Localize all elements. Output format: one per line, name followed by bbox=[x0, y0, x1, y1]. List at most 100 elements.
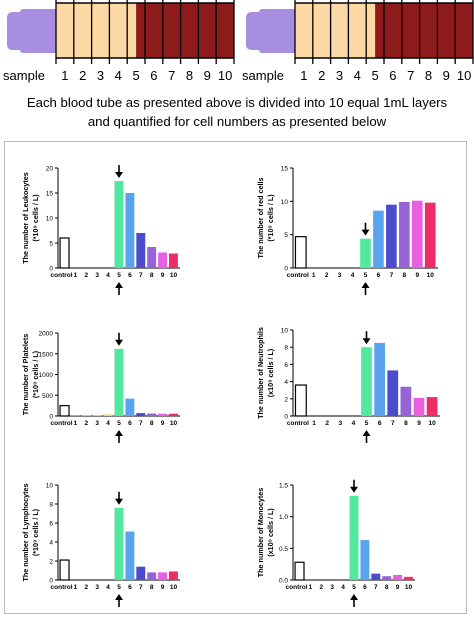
y-tick-label: 8 bbox=[284, 345, 288, 352]
y-tick-label: 4 bbox=[284, 379, 288, 386]
x-tick-label: 4 bbox=[352, 420, 356, 427]
bar-9 bbox=[158, 572, 168, 580]
y-tick-label: 2 bbox=[49, 559, 53, 566]
x-tick-label: 3 bbox=[95, 420, 99, 427]
tube-layer-label: 1 bbox=[61, 68, 68, 83]
bar-7 bbox=[386, 204, 397, 268]
y-axis-title-line: (*10⁹ cells / L) bbox=[266, 194, 275, 242]
tube-layer-label: 7 bbox=[168, 68, 175, 83]
chart-6: 0.0 0.5 1.0 1.5 control 1 2 3 4 5 6 7 8 9 10 The number… bbox=[256, 479, 415, 607]
y-tick-label: 0 bbox=[284, 414, 288, 421]
x-tick-label: 1 bbox=[74, 584, 78, 591]
y-tick-label: 15 bbox=[46, 191, 54, 198]
tube-layer-label: 3 bbox=[97, 68, 104, 83]
bar-6 bbox=[373, 210, 384, 268]
tube-sample-label: sample bbox=[242, 68, 284, 83]
caption-line-1: Each blood tube as presented above is di… bbox=[26, 95, 448, 110]
bar-5 bbox=[361, 347, 372, 416]
y-tick-label: 15 bbox=[281, 166, 289, 173]
bar-6 bbox=[125, 193, 135, 268]
bar-5 bbox=[114, 181, 124, 268]
x-tick-label: 8 bbox=[404, 420, 408, 427]
bar-3 bbox=[92, 414, 102, 416]
x-tick-label: 5 bbox=[352, 584, 356, 591]
y-axis-title-line: The number of Lymphocytes bbox=[21, 484, 30, 582]
bar-5 bbox=[349, 495, 359, 580]
y-tick-label: 0.0 bbox=[279, 578, 288, 585]
x-tick-label: 2 bbox=[85, 272, 89, 279]
x-tick-label: 6 bbox=[128, 584, 132, 591]
tube-layer-label: 9 bbox=[443, 68, 450, 83]
arrow-up-icon bbox=[115, 282, 123, 288]
y-tick-label: 5 bbox=[49, 241, 53, 248]
x-tick-label: 5 bbox=[365, 420, 369, 427]
y-tick-label: 500 bbox=[42, 393, 53, 400]
y-tick-label: 1.0 bbox=[279, 514, 288, 521]
tube-layer-label: 1 bbox=[300, 68, 307, 83]
arrow-up-icon bbox=[361, 282, 370, 288]
x-tick-label: 7 bbox=[390, 272, 394, 279]
bar-7 bbox=[136, 566, 146, 580]
x-tick-label: 5 bbox=[117, 272, 121, 279]
tube-layer-label: 6 bbox=[150, 68, 157, 83]
y-tick-label: 5 bbox=[284, 232, 288, 239]
y-axis-title: The number of Leukocytes(*10⁹ cells / L) bbox=[21, 172, 40, 263]
x-tick-label: 5 bbox=[117, 420, 121, 427]
chart-4: 0 2 4 6 8 10 control 1 2 3 4 5 6 7 8 9 10 The number of N… bbox=[256, 327, 440, 443]
figure-caption: Each blood tube as presented above is di… bbox=[0, 93, 474, 131]
x-tick-label: control bbox=[287, 420, 309, 427]
bar-9 bbox=[158, 413, 168, 416]
bar-10 bbox=[403, 576, 413, 580]
bar-7 bbox=[371, 573, 381, 580]
bar-1 bbox=[70, 415, 80, 416]
blood-tube-2: sample 1 2 3 4 5 6 7 8 9 10 bbox=[242, 0, 474, 83]
arrow-down-icon bbox=[115, 339, 123, 346]
y-tick-label: 6 bbox=[284, 362, 288, 369]
y-tick-label: 6 bbox=[49, 521, 53, 528]
bar-10 bbox=[168, 253, 178, 268]
tube-layer-label: 8 bbox=[186, 68, 193, 83]
bar-control bbox=[294, 561, 305, 581]
bar-control bbox=[294, 384, 307, 417]
tube-layer-label: 3 bbox=[336, 68, 343, 83]
bar-control bbox=[59, 405, 70, 417]
x-tick-label: 9 bbox=[417, 420, 421, 427]
bar-6 bbox=[125, 531, 135, 580]
bar-8 bbox=[147, 413, 157, 416]
tube-cap-neck bbox=[7, 20, 19, 42]
blood-tube-1: sample 1 2 3 4 5 6 7 8 9 10 bbox=[3, 0, 235, 83]
x-tick-label: 10 bbox=[429, 420, 437, 427]
bar-8 bbox=[399, 202, 410, 268]
tube-layer-label: 8 bbox=[425, 68, 432, 83]
x-tick-label: 1 bbox=[312, 272, 316, 279]
bar-5 bbox=[114, 507, 124, 580]
arrow-down-icon bbox=[350, 486, 358, 493]
x-tick-label: 7 bbox=[139, 272, 143, 279]
tube-layer-label: 5 bbox=[371, 68, 378, 83]
x-tick-label: 3 bbox=[95, 584, 99, 591]
tube-cap bbox=[259, 9, 297, 53]
chart-3: 0 500 1000 1500 2000 control 1 2 3 4 5 6 7 8 9 10 The nu… bbox=[21, 331, 180, 443]
x-tick-label: control bbox=[51, 584, 73, 591]
bar-control bbox=[59, 237, 70, 269]
x-tick-label: 7 bbox=[391, 420, 395, 427]
bar-8 bbox=[147, 572, 157, 580]
y-tick-label: 0 bbox=[49, 266, 53, 273]
bar-7 bbox=[136, 233, 146, 268]
y-axis-title-line: (*10⁹ cells / L) bbox=[31, 194, 40, 242]
y-tick-label: 1500 bbox=[39, 351, 54, 358]
y-axis-title-line: (x10⁹ cells / L) bbox=[266, 508, 275, 557]
x-tick-label: 2 bbox=[85, 420, 89, 427]
y-tick-label: 0 bbox=[49, 578, 53, 585]
y-axis-title: The number of Monocytes(x10⁹ cells / L) bbox=[256, 488, 275, 577]
tube-layer-label: 6 bbox=[389, 68, 396, 83]
x-tick-label: 1 bbox=[74, 420, 78, 427]
x-tick-label: 3 bbox=[338, 420, 342, 427]
y-axis-title-line: The number of Platelets bbox=[21, 334, 30, 415]
x-tick-label: 9 bbox=[161, 420, 165, 427]
x-tick-label: 3 bbox=[95, 272, 99, 279]
y-tick-label: 0 bbox=[49, 414, 53, 421]
arrow-up-icon bbox=[115, 594, 123, 600]
y-tick-label: 1000 bbox=[39, 372, 54, 379]
bar-4 bbox=[103, 414, 113, 416]
